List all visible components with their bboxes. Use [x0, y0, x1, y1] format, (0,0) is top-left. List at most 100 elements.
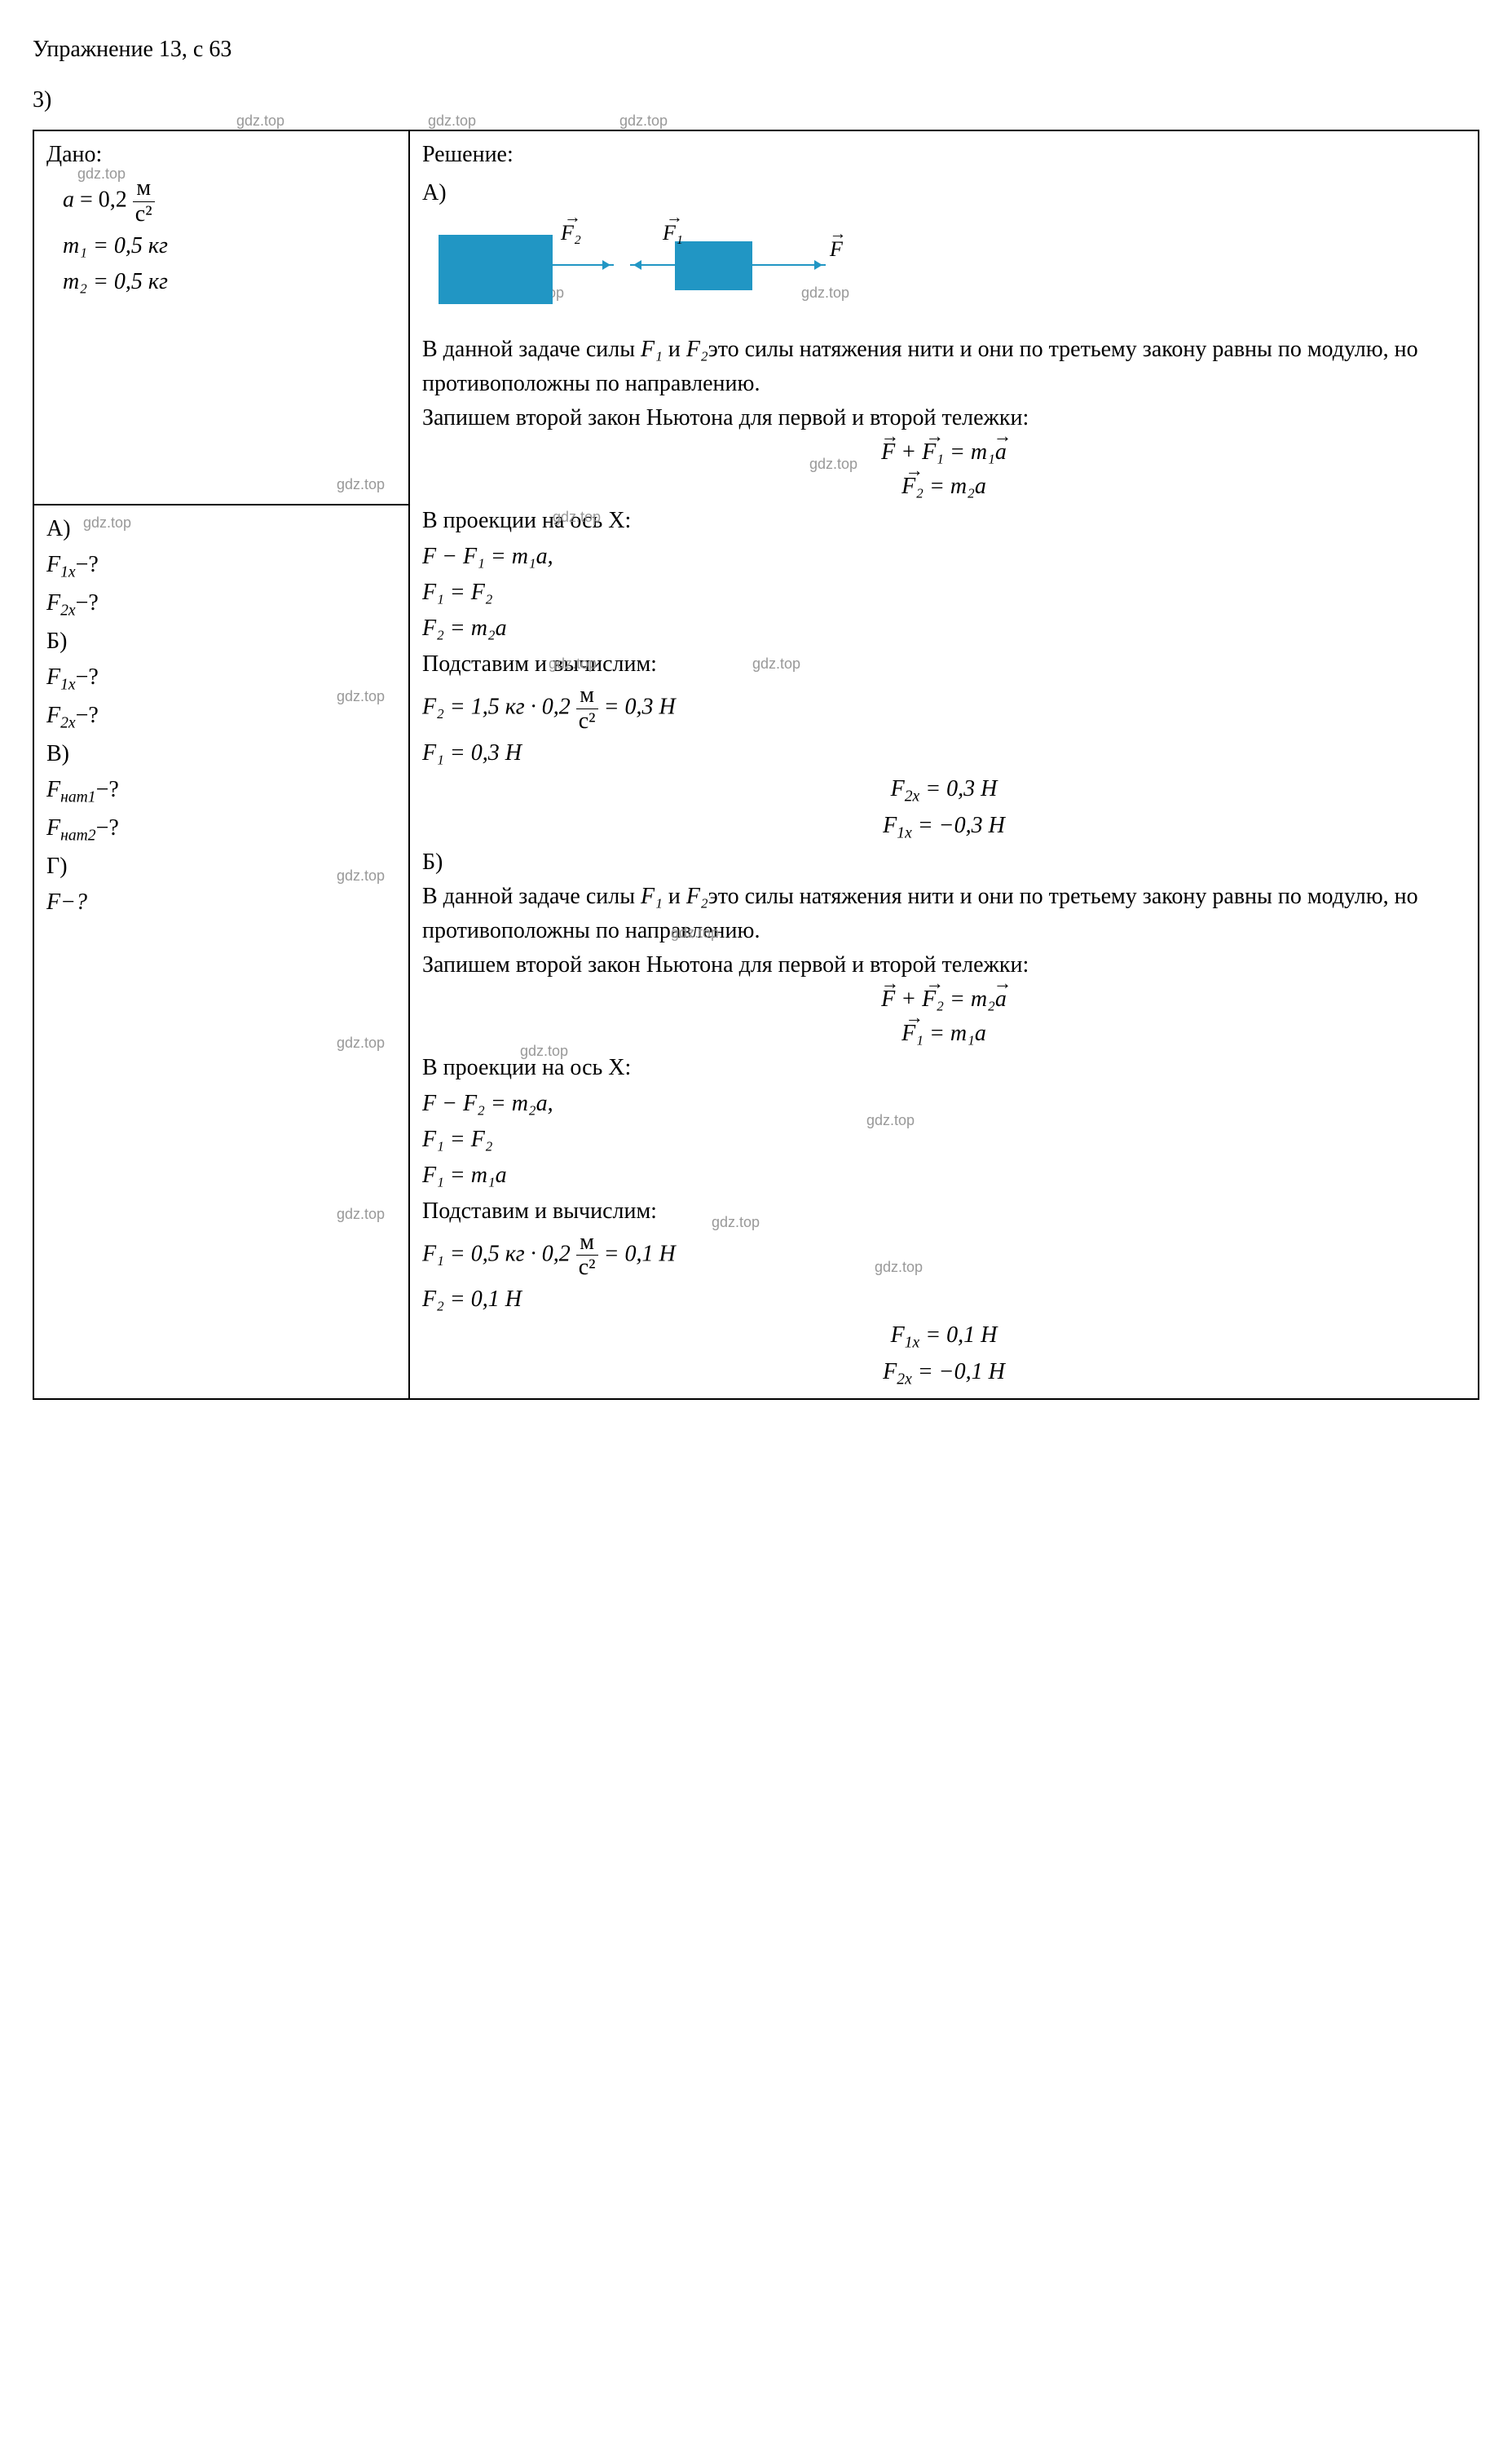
sub: нат2 — [60, 828, 95, 845]
paragraph: В проекции на ось X: — [422, 1051, 1466, 1085]
find-line: F1x−? — [46, 548, 396, 585]
equation: F1x = 0,1 Н — [422, 1318, 1466, 1355]
given-line: m₂ = 0,5 кг — [46, 265, 396, 299]
math: F — [891, 776, 905, 801]
section-label: А) — [46, 512, 396, 546]
text: и — [663, 337, 686, 362]
sub: 2x — [60, 603, 76, 620]
section-label: В) — [46, 737, 396, 771]
exercise-title: Упражнение 13, с 63 — [33, 33, 1479, 67]
given-title: Дано: — [46, 138, 396, 172]
qm: −? — [76, 664, 99, 690]
denominator: с² — [576, 709, 598, 735]
given-cell: Дано: a = 0,2 мс² m₁ = 0,5 кг m₂ = 0,5 к… — [33, 130, 409, 505]
math: = 0,3 Н — [919, 776, 997, 801]
page: gdz.top gdz.top gdz.top gdz.top Упражнен… — [33, 33, 1479, 1400]
math: F — [883, 1359, 897, 1384]
text: и — [663, 884, 686, 909]
find-line: Fнат1−? — [46, 773, 396, 810]
math: F₁ = F₂ — [422, 580, 493, 605]
equation: F₂ = m₂a — [422, 611, 1466, 646]
var: F — [46, 552, 60, 577]
fraction: мс² — [576, 1230, 598, 1282]
math: = 0,3 Н — [598, 695, 676, 720]
equation: F − F₂ = m₂a, — [422, 1087, 1466, 1121]
sub: 1x — [897, 824, 912, 841]
var: F — [46, 703, 60, 728]
equation: F₁ = 0,5 кг · 0,2 мс² = 0,1 Н — [422, 1230, 1466, 1282]
numerator: м — [576, 1230, 598, 1256]
numerator: м — [133, 176, 155, 202]
section-label: Б) — [46, 625, 396, 659]
find-cell: gdz.top А) F1x−? F2x−? Б) F1x−? F2x−? В)… — [33, 505, 409, 1399]
arrow-f — [752, 264, 826, 266]
find-line: Fнат2−? — [46, 811, 396, 848]
math: F − F₁ = m₁a, — [422, 544, 553, 569]
paragraph: В проекции на ось X: — [422, 504, 1466, 538]
math: = −0,3 Н — [912, 813, 1005, 838]
find-line: F2x−? — [46, 586, 396, 623]
var: a — [63, 188, 74, 213]
math: F₁ = m₁a — [422, 1163, 507, 1188]
equation: F + F₂ = m₂a — [422, 982, 1466, 1017]
sub: нат1 — [60, 789, 95, 806]
label-f2: F₂ — [561, 217, 581, 249]
arrow-f1 — [630, 264, 675, 266]
equation: F₂ = 1,5 кг · 0,2 мс² = 0,3 Н — [422, 683, 1466, 735]
math: F₂ = m₂a — [422, 616, 507, 641]
text: В данной задаче силы — [422, 884, 641, 909]
math: = 0,1 Н — [919, 1322, 997, 1348]
paragraph: Подставим и вычислим: — [422, 1194, 1466, 1229]
problem-number: 3) — [33, 83, 1479, 117]
arrow-f2 — [553, 264, 614, 266]
equation: F₁ = F₂ — [422, 1123, 1466, 1157]
equation: F2x = 0,3 Н — [422, 772, 1466, 809]
sub: 2x — [60, 715, 76, 732]
math: F — [883, 813, 897, 838]
math: F₁ — [641, 884, 663, 909]
math: F₂ — [686, 884, 708, 909]
sub: 1x — [60, 564, 76, 581]
text: В данной задаче силы — [422, 337, 641, 362]
sub: 1x — [60, 677, 76, 694]
eq: = 0,2 — [74, 188, 133, 213]
sub: 1x — [905, 1335, 920, 1352]
given-line: a = 0,2 мс² — [46, 176, 396, 227]
equation: F − F₁ = m₁a, — [422, 540, 1466, 574]
math: = 0,1 Н — [598, 1241, 676, 1266]
math: F₁ = 0,3 Н — [422, 740, 522, 766]
find-line: F2x−? — [46, 699, 396, 735]
qm: −? — [76, 703, 99, 728]
math: = −0,1 Н — [912, 1359, 1005, 1384]
qm: −? — [96, 777, 119, 802]
equation: F1x = −0,3 Н — [422, 809, 1466, 845]
math: m₁ = 0,5 кг — [63, 233, 168, 258]
var: F — [46, 590, 60, 616]
label-f1: F₁ — [663, 217, 683, 249]
cart-1 — [439, 235, 553, 304]
var: F — [46, 664, 60, 690]
equation: F₂ = 0,1 Н — [422, 1282, 1466, 1317]
qm: −? — [76, 590, 99, 616]
math: F₂ = 1,5 кг · 0,2 — [422, 695, 576, 720]
paragraph: Подставим и вычислим: — [422, 647, 1466, 682]
section-label: Г) — [46, 850, 396, 884]
numerator: м — [576, 683, 598, 709]
math: F₁ = F₂ — [422, 1127, 493, 1152]
paragraph: В данной задаче силы F₁ и F₂это силы нат… — [422, 333, 1466, 401]
solution-table: Дано: a = 0,2 мс² m₁ = 0,5 кг m₂ = 0,5 к… — [33, 130, 1479, 1400]
fraction: мс² — [576, 683, 598, 735]
paragraph: В данной задаче силы F₁ и F₂это силы нат… — [422, 880, 1466, 948]
solution-cell: gdz.top gdz.top gdz.top gdz.top gdz.top … — [409, 130, 1479, 1399]
solution-title: Решение: — [422, 138, 1466, 172]
math: F₂ — [686, 337, 708, 362]
sub: 2x — [905, 788, 920, 805]
vec-label: F₂ — [561, 217, 581, 249]
cart-2 — [675, 241, 752, 290]
fraction: мс² — [133, 176, 155, 227]
math: F − F₂ = m₂a, — [422, 1091, 553, 1116]
qm: −? — [76, 552, 99, 577]
denominator: с² — [133, 202, 155, 227]
var: F — [46, 815, 60, 841]
sub: 2x — [897, 1371, 912, 1388]
